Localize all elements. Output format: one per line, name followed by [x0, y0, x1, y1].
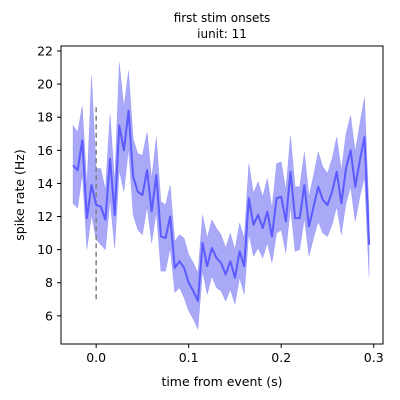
data-point — [350, 149, 352, 151]
data-point — [229, 260, 231, 262]
data-point — [331, 191, 333, 193]
data-point — [285, 220, 287, 222]
data-point — [215, 257, 217, 259]
data-point — [100, 206, 102, 208]
data-point — [72, 164, 74, 166]
data-point — [91, 184, 93, 186]
data-point — [211, 247, 213, 249]
data-point — [160, 235, 162, 237]
data-point — [354, 186, 356, 188]
data-point — [165, 237, 167, 239]
data-point — [289, 171, 291, 173]
data-point — [243, 265, 245, 267]
data-point — [308, 225, 310, 227]
y-tick-label: 6 — [45, 308, 53, 323]
data-point — [123, 149, 125, 151]
axes-frame — [60, 45, 384, 345]
series-line — [72, 109, 371, 302]
data-point — [109, 158, 111, 160]
data-point — [183, 267, 185, 269]
data-point — [266, 211, 268, 213]
data-point — [220, 262, 222, 264]
data-point — [317, 186, 319, 188]
data-point — [313, 206, 315, 208]
y-tick-label: 20 — [37, 77, 53, 92]
data-point — [132, 176, 134, 178]
data-point — [188, 282, 190, 284]
y-tick-label: 14 — [37, 176, 53, 191]
x-tick-label: 0.2 — [271, 350, 291, 365]
data-point — [257, 214, 259, 216]
data-point — [206, 265, 208, 267]
x-tick-label: 0.3 — [364, 350, 384, 365]
data-point — [178, 260, 180, 262]
data-point — [81, 139, 83, 141]
data-point — [146, 169, 148, 171]
data-point — [303, 184, 305, 186]
x-tick-label: 0.0 — [86, 350, 106, 365]
data-point — [202, 242, 204, 244]
confidence-band — [72, 62, 370, 331]
x-axis: 0.0 0.1 0.2 0.3 — [86, 344, 384, 365]
y-axis-label: spike rate (Hz) — [12, 149, 27, 240]
data-point — [252, 224, 254, 226]
y-tick-label: 18 — [37, 110, 53, 125]
data-point — [359, 159, 361, 161]
data-point — [234, 277, 236, 279]
plot-area — [72, 62, 371, 331]
data-point — [95, 204, 97, 206]
data-point — [248, 197, 250, 199]
data-point — [104, 219, 106, 221]
y-tick-label: 12 — [37, 209, 53, 224]
data-point — [368, 244, 370, 246]
data-point — [363, 136, 365, 138]
data-point — [271, 235, 273, 237]
data-point — [239, 250, 241, 252]
x-tick-label: 0.1 — [179, 350, 199, 365]
data-point — [137, 191, 139, 193]
chart-subtitle: iunit: 11 — [197, 27, 247, 41]
chart-title: first stim onsets — [174, 11, 271, 25]
data-point — [141, 194, 143, 196]
x-axis-label: time from event (s) — [161, 374, 282, 389]
data-point — [155, 174, 157, 176]
y-tick-label: 10 — [37, 242, 53, 257]
data-point — [280, 196, 282, 198]
data-point — [118, 124, 120, 126]
data-point — [294, 217, 296, 219]
data-point — [197, 300, 199, 302]
data-point — [262, 227, 264, 229]
y-tick-label: 8 — [45, 275, 53, 290]
data-point — [345, 168, 347, 170]
y-axis: 6 8 10 12 14 16 18 20 22 — [37, 43, 61, 323]
data-point — [169, 216, 171, 218]
data-point — [326, 204, 328, 206]
data-point — [336, 171, 338, 173]
data-point — [174, 267, 176, 269]
data-point — [77, 169, 79, 171]
data-point — [299, 217, 301, 219]
data-point — [86, 217, 88, 219]
data-point — [114, 214, 116, 216]
data-point — [276, 197, 278, 199]
y-tick-label: 22 — [37, 43, 53, 58]
data-point — [340, 202, 342, 204]
data-point — [128, 110, 130, 112]
data-point — [225, 273, 227, 275]
data-point — [192, 290, 194, 292]
data-point — [151, 211, 153, 213]
data-point — [322, 199, 324, 201]
y-tick-label: 16 — [37, 143, 53, 158]
